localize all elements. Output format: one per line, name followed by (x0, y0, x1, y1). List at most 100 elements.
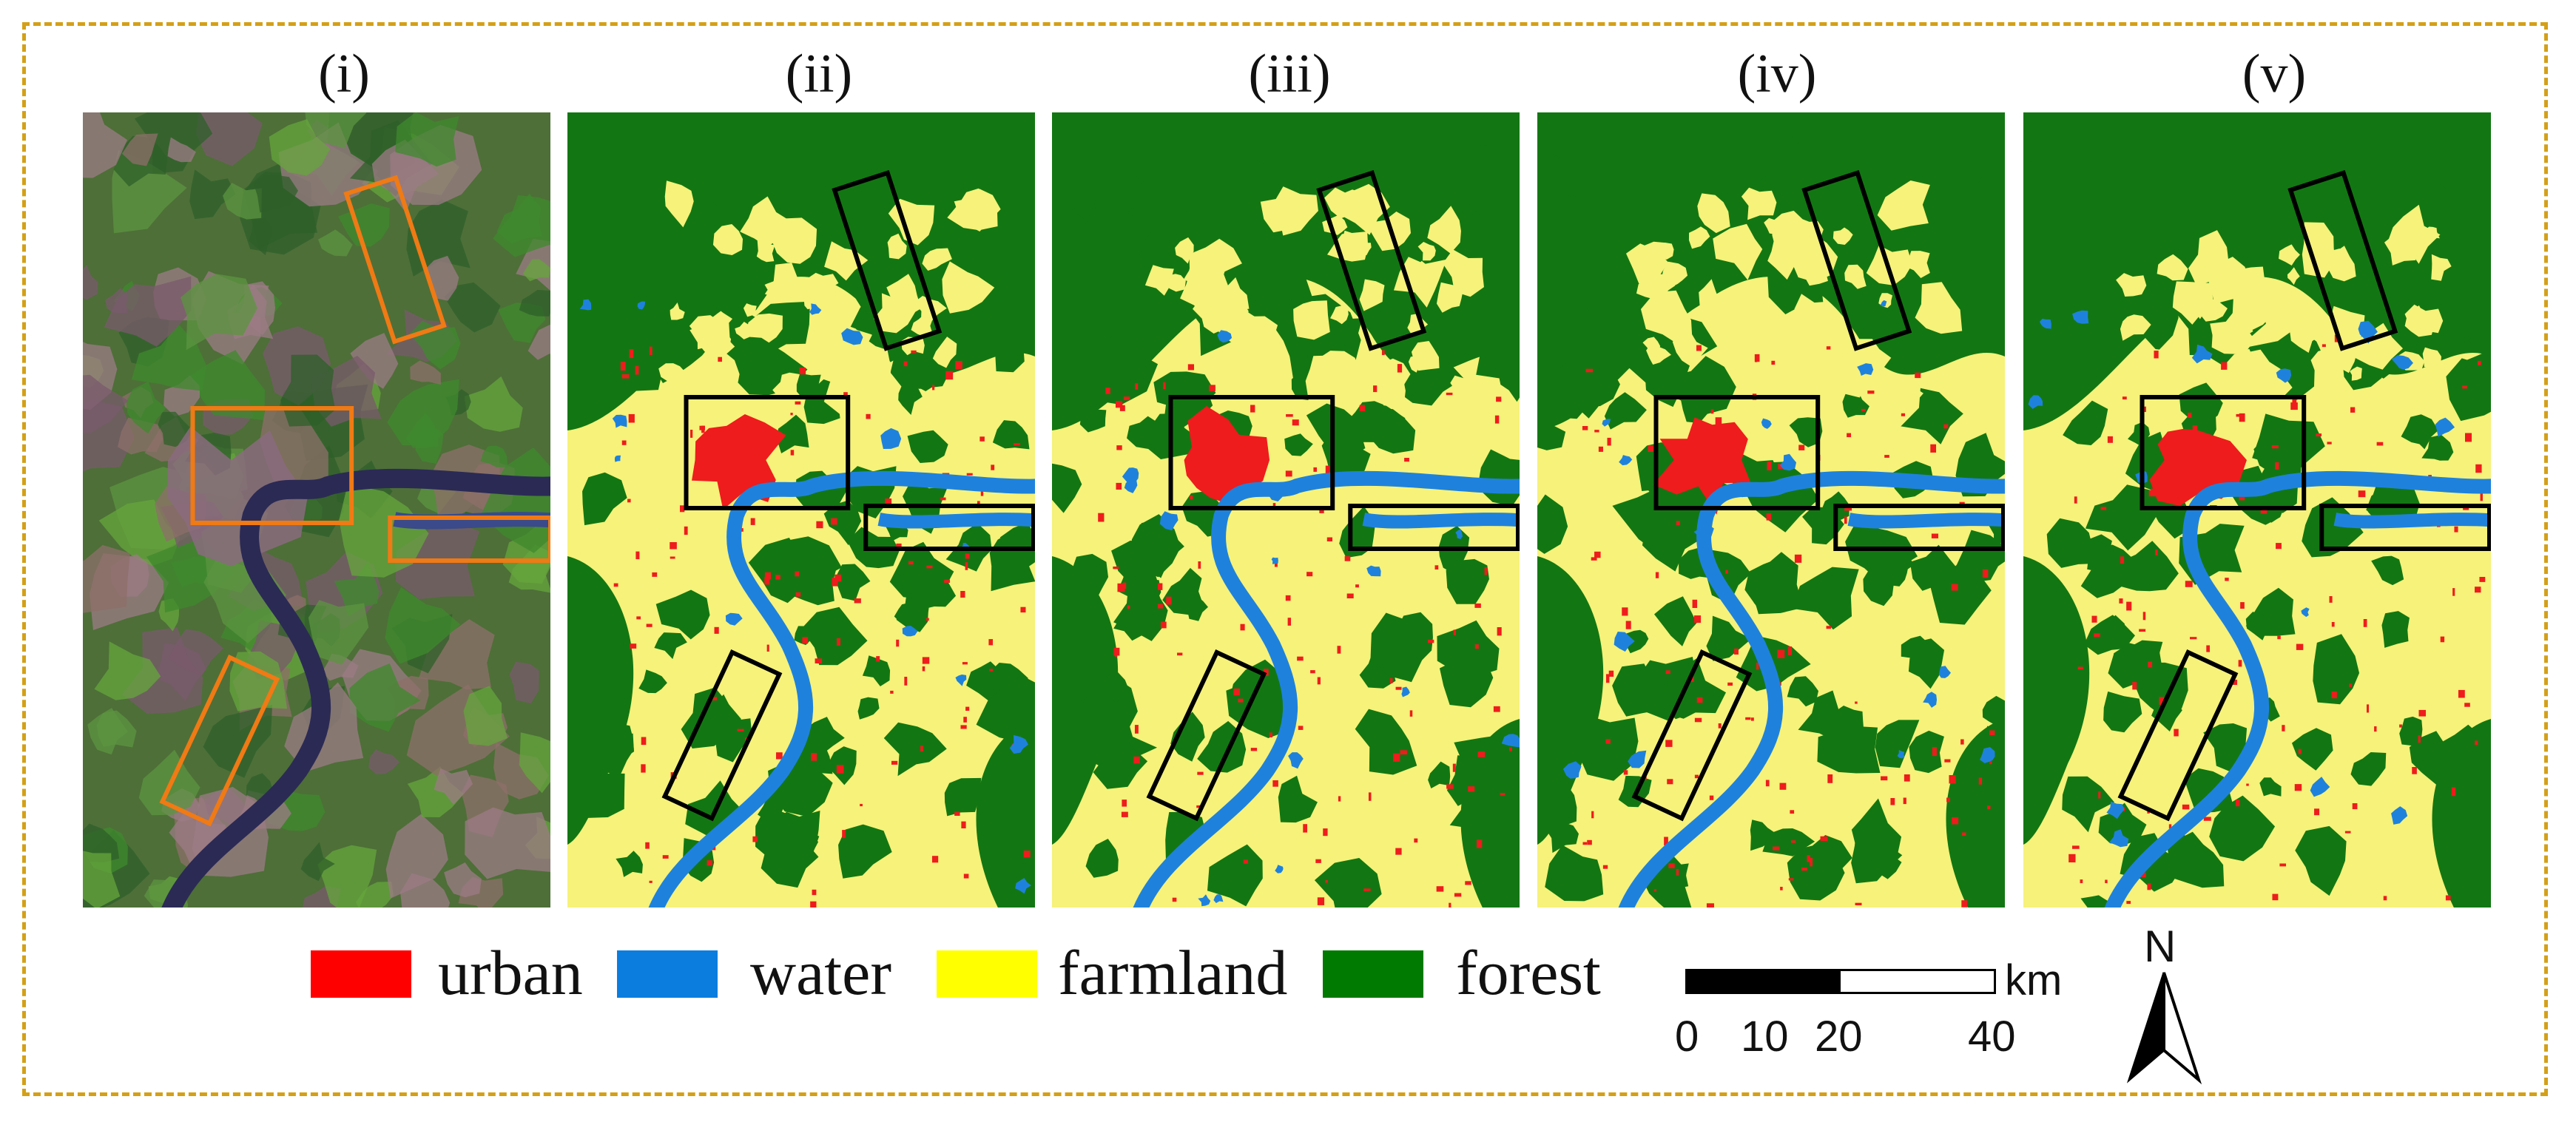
urban-speck (1409, 710, 1413, 717)
forest-patch (612, 251, 685, 316)
farmland-patch (1688, 226, 1710, 249)
urban-speck (1434, 565, 1439, 570)
land-patch (253, 175, 298, 213)
urban-speck (649, 880, 653, 883)
urban-speck (636, 616, 641, 620)
urban-speck (1676, 521, 1680, 526)
forest-patch (1476, 335, 1520, 402)
forest-patch (1783, 112, 1827, 152)
farmland-patch (2350, 366, 2362, 381)
urban-speck (1135, 383, 1139, 390)
urban-speck (2120, 556, 2125, 564)
forest-patch (1908, 638, 1945, 689)
urban-speck (790, 413, 793, 416)
urban-core (1653, 417, 1751, 515)
urban-speck (775, 575, 780, 580)
farmland-patch (2186, 293, 2208, 320)
urban-speck (1243, 859, 1249, 864)
urban-speck (1944, 759, 1951, 763)
urban-speck (629, 349, 634, 359)
forest-patch (2350, 752, 2387, 786)
urban-speck (1826, 346, 1831, 350)
legend-swatch-forest (1323, 950, 1423, 998)
forest-patch (989, 529, 1035, 592)
forest-patch (2167, 831, 2212, 869)
farmland-patch (1642, 337, 1661, 354)
urban-speck (1468, 786, 1475, 792)
urban-speck (2358, 490, 2366, 498)
urban-speck (816, 521, 823, 529)
urban-speck (1400, 750, 1407, 755)
forest-patch (2087, 544, 2136, 577)
urban-speck (2475, 587, 2481, 593)
land-patch (83, 823, 120, 862)
farmland-patch (2120, 314, 2151, 341)
land-patch (400, 873, 451, 908)
urban-speck (2126, 601, 2132, 611)
urban-speck (834, 574, 842, 582)
legend-label-urban: urban (438, 937, 583, 1008)
panel-label-iv: (iv) (1737, 44, 1817, 104)
urban-speck (989, 669, 994, 672)
forest-patch (2437, 300, 2481, 354)
forest-patch (773, 811, 820, 846)
farmland-patch (756, 240, 775, 263)
urban-speck (2182, 804, 2190, 810)
land-patch (305, 112, 367, 149)
water-pond (1897, 750, 1905, 759)
urban-speck (931, 856, 939, 863)
urban-speck (1292, 419, 1299, 426)
farmland-patch (2157, 254, 2188, 281)
forest-patch (590, 318, 665, 393)
farmland-patch (942, 261, 995, 314)
urban-speck (1766, 513, 1772, 521)
urban-speck (670, 542, 677, 550)
forest-patch (2085, 484, 2157, 551)
classification-map-iii (1052, 112, 1520, 908)
land-patch (527, 324, 550, 360)
forest-patch (1537, 413, 1566, 450)
urban-speck (2206, 645, 2210, 652)
forest-patch (1184, 595, 1208, 621)
water-pond (725, 612, 743, 626)
highlight-box-river (388, 516, 550, 563)
urban-speck (1594, 430, 1599, 433)
urban-speck (2147, 883, 2151, 890)
farmland-patch (1792, 234, 1838, 283)
urban-speck (790, 450, 795, 456)
urban-speck (1667, 779, 1673, 785)
urban-speck (662, 855, 669, 859)
urban-speck (2316, 433, 2322, 436)
urban-speck (836, 765, 844, 774)
highlight-box-river (2319, 504, 2491, 551)
urban-speck (1014, 443, 1020, 446)
urban-speck (1787, 646, 1793, 655)
urban-speck (2159, 697, 2165, 705)
urban-speck (1310, 670, 1315, 674)
land-patch (126, 381, 166, 434)
urban-speck (2238, 660, 2242, 667)
forest-patch (1474, 112, 1520, 150)
forest-patch (1983, 829, 2005, 858)
urban-speck (750, 518, 755, 525)
forest-patch (2044, 139, 2105, 223)
forest-patch (593, 724, 634, 779)
urban-speck (1493, 706, 1500, 712)
land-patch (387, 379, 459, 446)
north-arrow: N (2123, 921, 2205, 1091)
legend-label-farmland: farmland (1058, 937, 1288, 1008)
forest-patch (1858, 143, 1917, 210)
land-patch (318, 229, 353, 257)
urban-speck (908, 561, 914, 565)
urban-speck (991, 464, 995, 470)
forest-patch (966, 661, 1015, 704)
forest-patch (1537, 112, 1588, 159)
land-patch (350, 333, 399, 389)
urban-speck (2147, 811, 2150, 814)
forest-patch (1428, 761, 1451, 788)
urban-speck (1395, 848, 1402, 855)
forest-patch (2313, 634, 2360, 705)
urban-speck (1113, 567, 1119, 570)
water-pond (1602, 419, 1611, 427)
forest-patch (1080, 328, 1159, 405)
